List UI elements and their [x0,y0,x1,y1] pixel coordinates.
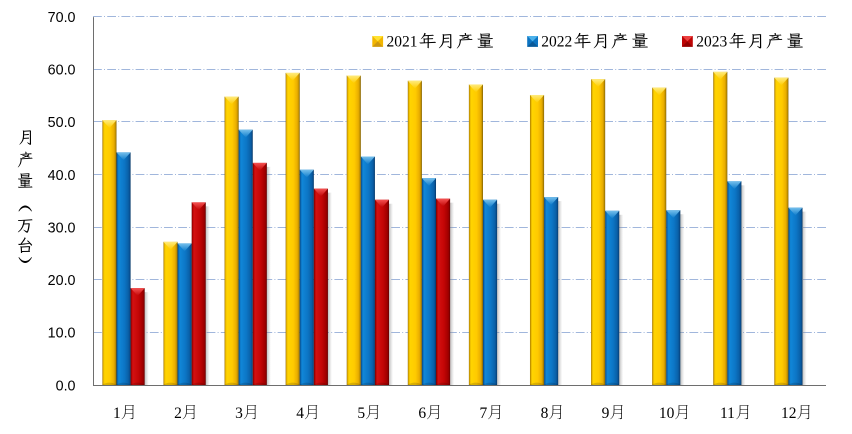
svg-text:1: 1 [113,405,121,422]
svg-text:2: 2 [174,405,182,422]
svg-text:10.0: 10.0 [48,326,76,342]
svg-text:9: 9 [602,405,610,422]
svg-text:60.0: 60.0 [48,63,76,79]
svg-text:11: 11 [720,405,735,422]
svg-text:10: 10 [659,405,675,422]
svg-text:70.0: 70.0 [48,10,76,26]
svg-text:4: 4 [296,405,304,422]
svg-text:30.0: 30.0 [48,220,76,236]
svg-text:40.0: 40.0 [48,168,76,184]
svg-text:7: 7 [480,405,488,422]
svg-text:2022: 2022 [541,34,572,51]
svg-text:12: 12 [781,405,797,422]
svg-text:0.0: 0.0 [56,378,76,394]
svg-text:6: 6 [418,405,426,422]
svg-text:8: 8 [541,405,549,422]
svg-text:2023: 2023 [696,34,727,51]
svg-text:50.0: 50.0 [48,115,76,131]
svg-text:3: 3 [235,405,243,422]
svg-text:2021: 2021 [387,34,418,51]
svg-text:20.0: 20.0 [48,273,76,289]
svg-text:5: 5 [357,405,365,422]
